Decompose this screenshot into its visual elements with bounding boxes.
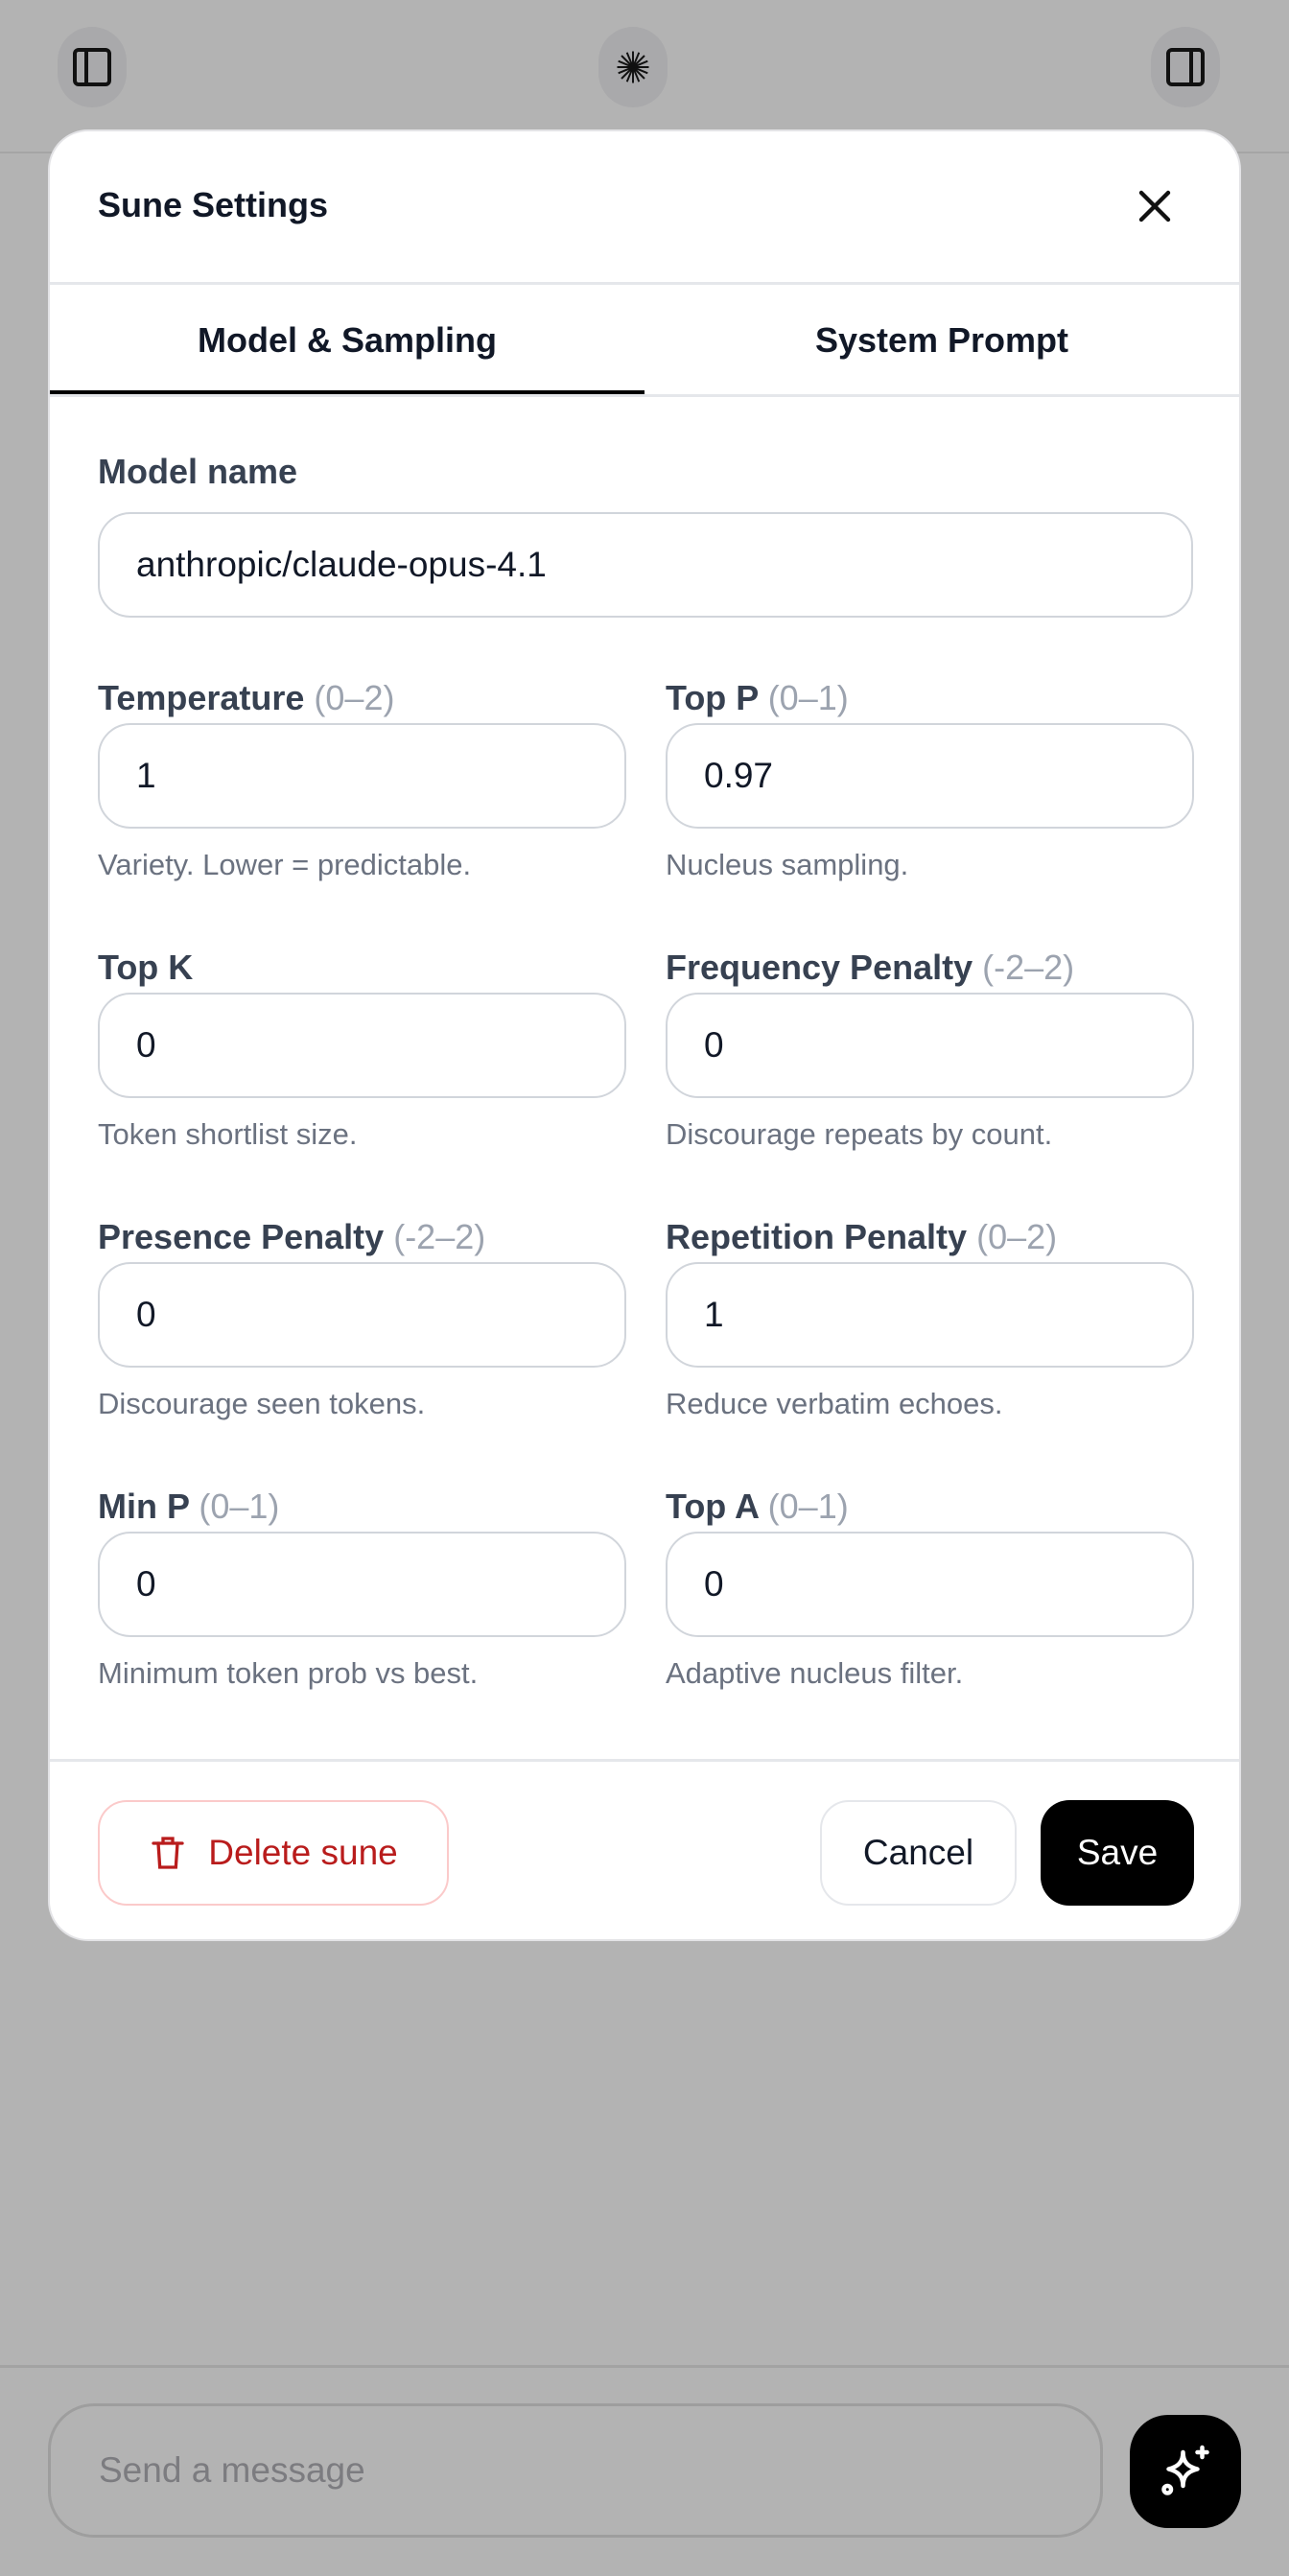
presence-penalty-range: (-2–2) [393, 1217, 486, 1256]
cancel-button[interactable]: Cancel [820, 1800, 1017, 1906]
save-button[interactable]: Save [1041, 1800, 1194, 1906]
top-p-input[interactable]: 0.97 [666, 723, 1194, 829]
top-k-label-text: Top K [98, 948, 194, 987]
top-a-input[interactable]: 0 [666, 1532, 1194, 1637]
divider [50, 282, 1239, 285]
delete-sune-label: Delete sune [208, 1833, 398, 1872]
presence-penalty-label-text: Presence Penalty [98, 1217, 385, 1256]
presence-penalty-input[interactable]: 0 [98, 1262, 626, 1368]
top-k-hint: Token shortlist size. [98, 1117, 358, 1151]
top-p-label: Top P (0–1) [666, 678, 849, 718]
top-p-range: (0–1) [767, 678, 849, 717]
sparkles-icon [1161, 2445, 1209, 2495]
temperature-range: (0–2) [314, 678, 395, 717]
temperature-input[interactable]: 1 [98, 723, 626, 829]
tab-system-prompt[interactable]: System Prompt [814, 320, 1069, 360]
top-a-label: Top A (0–1) [666, 1487, 849, 1527]
frequency-penalty-range: (-2–2) [982, 948, 1075, 987]
repetition-penalty-label: Repetition Penalty (0–2) [666, 1217, 1057, 1257]
toggle-left-sidebar-button[interactable] [58, 27, 127, 107]
repetition-penalty-input[interactable]: 1 [666, 1262, 1194, 1368]
min-p-hint: Minimum token prob vs best. [98, 1656, 479, 1690]
frequency-penalty-label: Frequency Penalty (-2–2) [666, 948, 1074, 988]
composer-divider [0, 2365, 1289, 2368]
footer-divider [50, 1759, 1239, 1762]
sune-settings-dialog: Sune Settings Model & Sampling System Pr… [48, 129, 1241, 1941]
frequency-penalty-input[interactable]: 0 [666, 993, 1194, 1098]
repetition-penalty-label-text: Repetition Penalty [666, 1217, 968, 1256]
top-a-label-text: Top A [666, 1487, 759, 1526]
presence-penalty-label: Presence Penalty (-2–2) [98, 1217, 485, 1257]
top-a-hint: Adaptive nucleus filter. [666, 1656, 964, 1690]
temperature-label-text: Temperature [98, 678, 305, 717]
model-name-label: Model name [98, 452, 298, 491]
min-p-input[interactable]: 0 [98, 1532, 626, 1637]
temperature-label: Temperature (0–2) [98, 678, 394, 718]
frequency-penalty-hint: Discourage repeats by count. [666, 1117, 1053, 1151]
top-k-input[interactable]: 0 [98, 993, 626, 1098]
presence-penalty-hint: Discourage seen tokens. [98, 1387, 426, 1420]
sune-avatar-button[interactable] [598, 27, 668, 107]
top-p-hint: Nucleus sampling. [666, 848, 909, 881]
min-p-label: Min P (0–1) [98, 1487, 279, 1527]
frequency-penalty-label-text: Frequency Penalty [666, 948, 973, 987]
toggle-right-sidebar-button[interactable] [1151, 27, 1220, 107]
min-p-label-text: Min P [98, 1487, 190, 1526]
sidebar-right-icon [1166, 48, 1205, 86]
tabs-divider [50, 394, 1239, 397]
tab-model-sampling[interactable]: Model & Sampling [50, 285, 644, 396]
delete-sune-button[interactable]: Delete sune [98, 1800, 449, 1906]
close-button[interactable] [1132, 183, 1178, 229]
dialog-title: Sune Settings [98, 185, 329, 224]
message-input[interactable]: Send a message [48, 2403, 1103, 2538]
trash-icon [152, 1837, 184, 1869]
model-name-input[interactable]: anthropic/claude-opus-4.1 [98, 512, 1193, 618]
send-button[interactable] [1130, 2415, 1241, 2528]
close-icon [1138, 190, 1171, 222]
top-p-label-text: Top P [666, 678, 759, 717]
sidebar-left-icon [73, 48, 111, 86]
temperature-hint: Variety. Lower = predictable. [98, 848, 472, 881]
min-p-range: (0–1) [199, 1487, 280, 1526]
repetition-penalty-hint: Reduce verbatim echoes. [666, 1387, 1003, 1420]
top-k-label: Top K [98, 948, 193, 988]
starburst-icon [617, 51, 649, 83]
repetition-penalty-range: (0–2) [976, 1217, 1058, 1256]
top-a-range: (0–1) [767, 1487, 849, 1526]
